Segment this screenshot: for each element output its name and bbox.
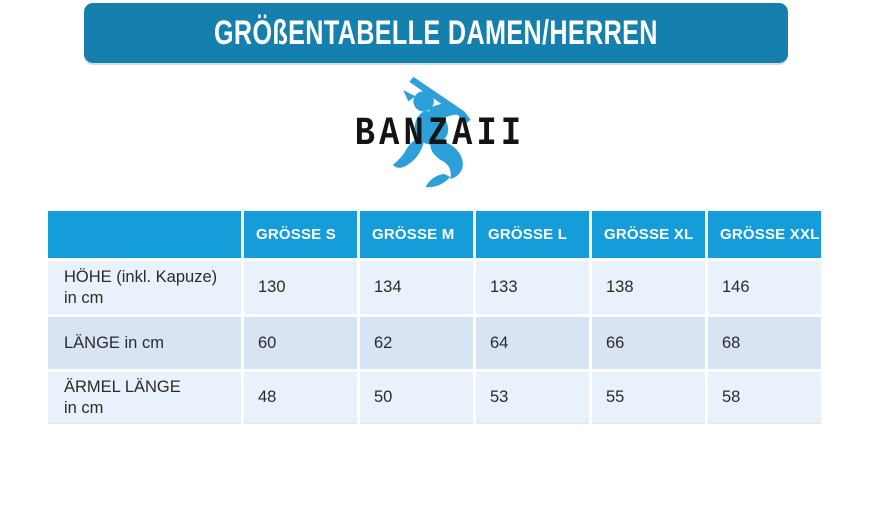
size-value-cell: 134 bbox=[360, 261, 473, 314]
size-value-cell: 55 bbox=[592, 372, 705, 424]
size-value-cell: 130 bbox=[244, 261, 357, 314]
size-value-cell: 133 bbox=[476, 261, 589, 314]
row-label: ÄRMEL LÄNGE in cm bbox=[48, 372, 241, 424]
column-header: GRÖSSE XXL bbox=[708, 211, 821, 258]
size-value-cell: 48 bbox=[244, 372, 357, 424]
ninja-with-sword-icon bbox=[393, 76, 471, 188]
table-row: ÄRMEL LÄNGE in cm 48 50 53 55 58 bbox=[48, 372, 821, 424]
size-value-cell: 66 bbox=[592, 317, 705, 369]
size-value-cell: 68 bbox=[708, 317, 821, 369]
column-header: GRÖSSE S bbox=[244, 211, 357, 258]
column-header: GRÖSSE XL bbox=[592, 211, 705, 258]
column-header: GRÖSSE M bbox=[360, 211, 473, 258]
page-title: GRÖßENTABELLE DAMEN/HERREN bbox=[214, 13, 658, 52]
size-value-cell: 53 bbox=[476, 372, 589, 424]
size-value-cell: 138 bbox=[592, 261, 705, 314]
table-row: LÄNGE in cm 60 62 64 66 68 bbox=[48, 317, 821, 369]
table-body: HÖHE (inkl. Kapuze) in cm 130 134 133 138 146 L… bbox=[48, 261, 821, 424]
size-value-cell: 60 bbox=[244, 317, 357, 369]
row-label: LÄNGE in cm bbox=[48, 317, 241, 369]
row-label: HÖHE (inkl. Kapuze) in cm bbox=[48, 261, 241, 314]
size-value-cell: 64 bbox=[476, 317, 589, 369]
size-table: GRÖSSE S GRÖSSE M GRÖSSE L GRÖSSE XL GRÖSSE … bbox=[45, 208, 824, 427]
size-value-cell: 50 bbox=[360, 372, 473, 424]
header-row: GRÖSSE S GRÖSSE M GRÖSSE L GRÖSSE XL GRÖSSE … bbox=[48, 211, 821, 258]
size-value-cell: 62 bbox=[360, 317, 473, 369]
table-row: HÖHE (inkl. Kapuze) in cm 130 134 133 138 146 bbox=[48, 261, 821, 314]
title-banner: GRÖßENTABELLE DAMEN/HERREN bbox=[84, 3, 788, 63]
brand-logo: BANZAII bbox=[335, 72, 545, 196]
brand-wordmark: BANZAII bbox=[354, 112, 526, 157]
column-header: GRÖSSE L bbox=[476, 211, 589, 258]
size-value-cell: 58 bbox=[708, 372, 821, 424]
size-value-cell: 146 bbox=[708, 261, 821, 314]
table-corner-cell bbox=[48, 211, 241, 258]
